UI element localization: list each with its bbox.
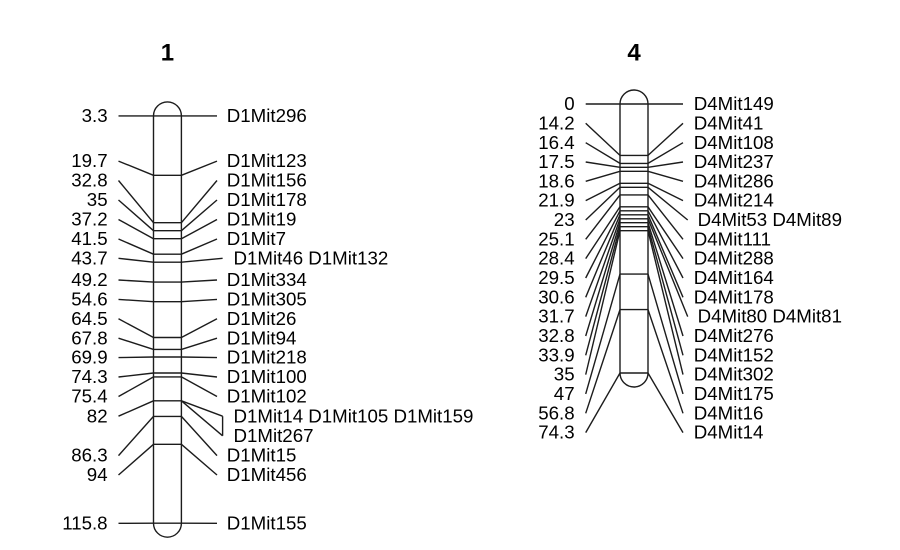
svg-text:D4Mit80 D4Mit81: D4Mit80 D4Mit81 — [698, 306, 842, 327]
svg-text:D4Mit302: D4Mit302 — [694, 364, 774, 385]
svg-text:0: 0 — [564, 93, 574, 114]
svg-text:D1Mit102: D1Mit102 — [227, 386, 307, 407]
svg-text:35: 35 — [554, 364, 575, 385]
svg-text:29.5: 29.5 — [538, 267, 574, 288]
svg-text:D4Mit149: D4Mit149 — [694, 93, 774, 114]
svg-text:D4Mit214: D4Mit214 — [694, 190, 774, 211]
svg-text:28.4: 28.4 — [538, 248, 574, 269]
svg-text:D1Mit218: D1Mit218 — [227, 347, 307, 368]
svg-text:32.8: 32.8 — [71, 170, 107, 191]
svg-text:D1Mit178: D1Mit178 — [227, 189, 307, 210]
svg-text:56.8: 56.8 — [538, 402, 574, 423]
svg-text:21.9: 21.9 — [538, 190, 574, 211]
svg-text:64.5: 64.5 — [71, 308, 107, 329]
svg-text:82: 82 — [87, 405, 108, 426]
svg-text:D4Mit53 D4Mit89: D4Mit53 D4Mit89 — [698, 209, 842, 230]
svg-text:D1Mit456: D1Mit456 — [227, 464, 307, 485]
svg-text:D1Mit19: D1Mit19 — [227, 209, 297, 230]
svg-text:D4Mit286: D4Mit286 — [694, 170, 774, 191]
svg-text:D4Mit16: D4Mit16 — [694, 402, 764, 423]
svg-text:D1Mit334: D1Mit334 — [227, 269, 307, 290]
svg-text:D1Mit14 D1Mit105 D1Mit159: D1Mit14 D1Mit105 D1Mit159 — [234, 405, 474, 426]
svg-text:31.7: 31.7 — [538, 306, 574, 327]
svg-text:D4Mit111: D4Mit111 — [694, 228, 771, 249]
svg-text:86.3: 86.3 — [71, 445, 107, 466]
svg-text:115.8: 115.8 — [62, 512, 107, 533]
svg-text:D1Mit296: D1Mit296 — [227, 105, 307, 126]
svg-text:32.8: 32.8 — [538, 325, 574, 346]
svg-text:14.2: 14.2 — [538, 112, 574, 133]
svg-text:D4Mit288: D4Mit288 — [694, 248, 774, 269]
svg-text:18.6: 18.6 — [538, 170, 574, 191]
svg-text:D1Mit26: D1Mit26 — [227, 308, 297, 329]
svg-text:37.2: 37.2 — [71, 209, 107, 230]
svg-text:D1Mit7: D1Mit7 — [227, 228, 286, 249]
svg-text:23: 23 — [554, 209, 575, 230]
svg-text:74.3: 74.3 — [71, 366, 107, 387]
svg-text:75.4: 75.4 — [71, 386, 107, 407]
svg-text:D4Mit14: D4Mit14 — [694, 422, 764, 443]
svg-text:D1Mit155: D1Mit155 — [227, 512, 307, 533]
svg-text:49.2: 49.2 — [71, 269, 107, 290]
svg-text:D1Mit15: D1Mit15 — [227, 445, 297, 466]
svg-text:41.5: 41.5 — [71, 228, 107, 249]
svg-text:74.3: 74.3 — [538, 422, 574, 443]
svg-text:D4Mit178: D4Mit178 — [694, 286, 774, 307]
svg-text:D4Mit237: D4Mit237 — [694, 151, 774, 172]
svg-text:D1Mit100: D1Mit100 — [227, 366, 307, 387]
svg-text:D1Mit156: D1Mit156 — [227, 170, 307, 191]
svg-text:D1Mit267: D1Mit267 — [234, 425, 314, 446]
svg-text:17.5: 17.5 — [538, 151, 574, 172]
svg-text:3.3: 3.3 — [82, 105, 108, 126]
svg-text:33.9: 33.9 — [538, 344, 574, 365]
svg-text:16.4: 16.4 — [538, 132, 574, 153]
svg-text:1: 1 — [161, 39, 174, 66]
svg-text:47: 47 — [554, 383, 575, 404]
svg-text:30.6: 30.6 — [538, 286, 574, 307]
svg-text:35: 35 — [87, 189, 108, 210]
svg-text:D4Mit175: D4Mit175 — [694, 383, 774, 404]
svg-text:D1Mit123: D1Mit123 — [227, 150, 307, 171]
svg-text:D4Mit152: D4Mit152 — [694, 344, 774, 365]
svg-text:D4Mit41: D4Mit41 — [694, 112, 764, 133]
svg-text:25.1: 25.1 — [538, 228, 574, 249]
svg-text:D1Mit305: D1Mit305 — [227, 289, 307, 310]
svg-text:94: 94 — [87, 464, 108, 485]
svg-text:D4Mit164: D4Mit164 — [694, 267, 774, 288]
svg-text:43.7: 43.7 — [71, 247, 107, 268]
svg-text:19.7: 19.7 — [71, 150, 107, 171]
svg-text:D4Mit276: D4Mit276 — [694, 325, 774, 346]
svg-text:67.8: 67.8 — [71, 327, 107, 348]
svg-text:D1Mit94: D1Mit94 — [227, 327, 297, 348]
svg-text:D1Mit46 D1Mit132: D1Mit46 D1Mit132 — [234, 247, 389, 268]
svg-text:54.6: 54.6 — [71, 289, 107, 310]
svg-text:4: 4 — [627, 39, 641, 66]
svg-text:69.9: 69.9 — [71, 347, 107, 368]
svg-text:D4Mit108: D4Mit108 — [694, 132, 774, 153]
